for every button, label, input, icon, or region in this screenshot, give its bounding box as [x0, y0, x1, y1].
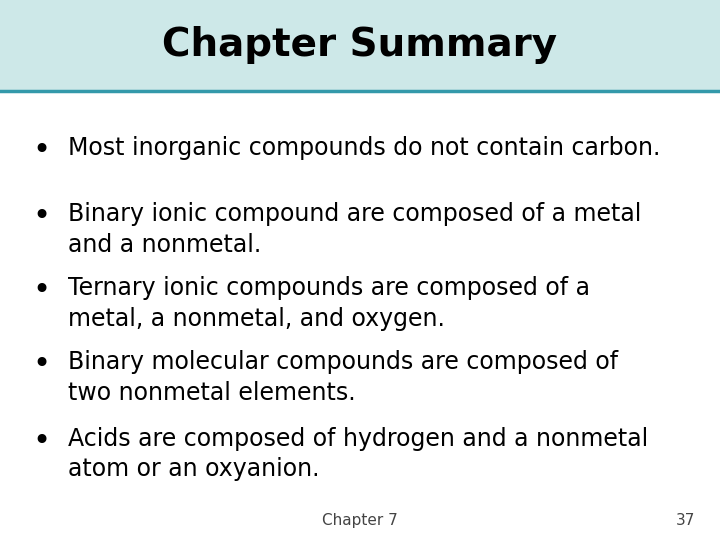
- Bar: [0, 0, 720, 91]
- Text: •: •: [32, 276, 51, 306]
- Text: Binary ionic compound are composed of a metal
and a nonmetal.: Binary ionic compound are composed of a …: [68, 202, 642, 256]
- Text: Chapter 7: Chapter 7: [322, 513, 398, 528]
- Text: •: •: [32, 350, 51, 379]
- Text: Binary molecular compounds are composed of
two nonmetal elements.: Binary molecular compounds are composed …: [68, 350, 618, 404]
- Text: Acids are composed of hydrogen and a nonmetal
atom or an oxyanion.: Acids are composed of hydrogen and a non…: [68, 427, 649, 481]
- Text: •: •: [32, 427, 51, 456]
- Text: 37: 37: [675, 513, 695, 528]
- Text: Ternary ionic compounds are composed of a
metal, a nonmetal, and oxygen.: Ternary ionic compounds are composed of …: [68, 276, 590, 331]
- Text: •: •: [32, 136, 51, 165]
- Text: Chapter Summary: Chapter Summary: [163, 26, 557, 64]
- Text: Most inorganic compounds do not contain carbon.: Most inorganic compounds do not contain …: [68, 136, 661, 160]
- Text: •: •: [32, 202, 51, 231]
